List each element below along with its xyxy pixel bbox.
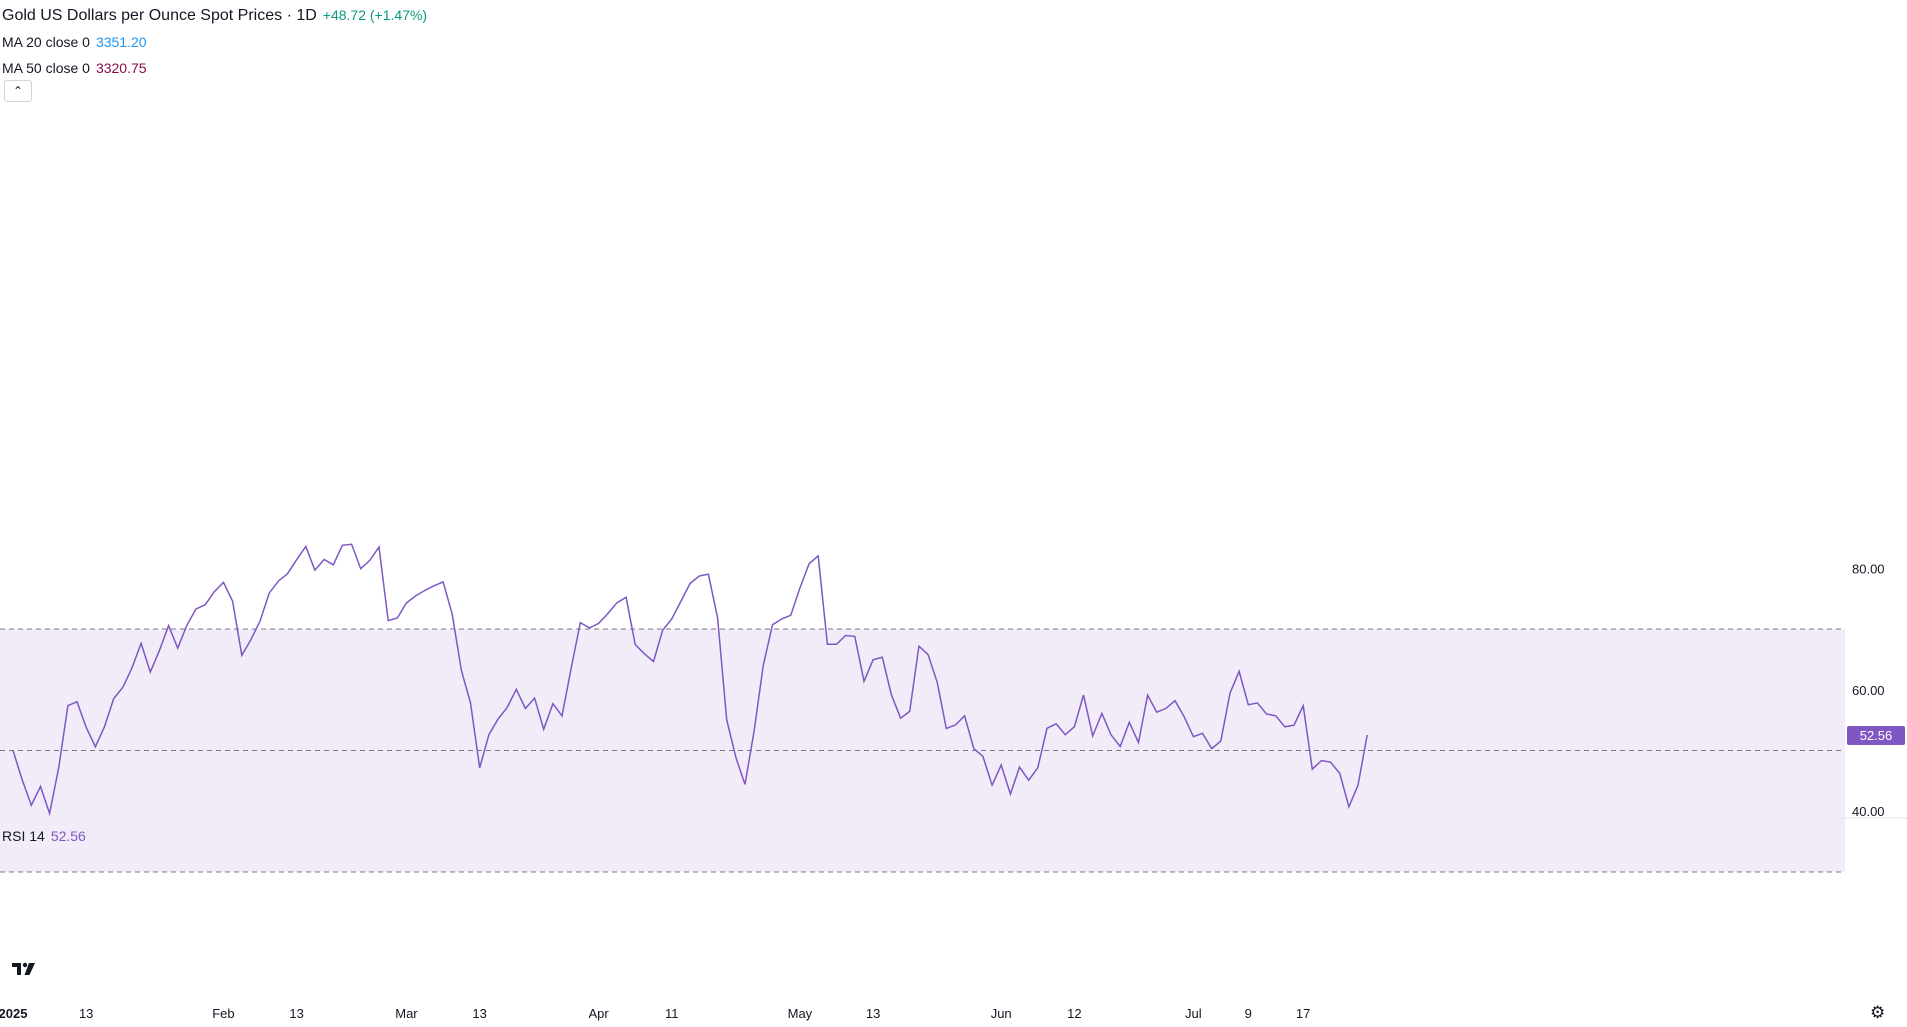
time-tick-label: Jul (1185, 1006, 1202, 1021)
time-tick-label: 13 (866, 1006, 880, 1021)
ma50-value: 3320.75 (95, 60, 147, 76)
rsi-tick-label: 60.00 (1852, 683, 1885, 698)
time-tick-label: 13 (472, 1006, 486, 1021)
price-axis[interactable]: 2550.002600.002650.002700.002750.002800.… (1852, 0, 1899, 819)
rsi-label[interactable]: RSI 14 (2, 828, 45, 844)
price-change: +48.72 (+1.47%) (322, 7, 428, 23)
time-tick-label: Jun (991, 1006, 1012, 1021)
time-tick-label: Apr (588, 1006, 609, 1021)
time-tick-label: Mar (395, 1006, 418, 1021)
time-tick-label: May (788, 1006, 813, 1021)
time-tick-label: 9 (1245, 1006, 1252, 1021)
ma50-label[interactable]: MA 50 close 0 (2, 60, 90, 76)
time-tick-label: 17 (1296, 1006, 1310, 1021)
rsi-pane (0, 543, 1907, 873)
time-tick-label: 12 (1067, 1006, 1081, 1021)
gear-icon[interactable]: ⚙ (1870, 1003, 1886, 1022)
time-axis[interactable]: 2025 13 Feb 13 Mar 13 Apr 11 May 13 Jun 12 Jul 9 17 (0, 1006, 1310, 1021)
rsi-value: 52.56 (50, 828, 86, 844)
ma20-label[interactable]: MA 20 close 0 (2, 34, 90, 50)
price-tag-label: 52.56 (1860, 728, 1893, 743)
rsi-line (12, 543, 1368, 817)
rsi-legend: RSI 14 52.56 (2, 828, 86, 844)
chevron-up-icon[interactable]: ⌃ (4, 80, 32, 102)
price-tag-box (1847, 725, 1905, 745)
symbol-title[interactable]: Gold US Dollars per Ounce Spot Prices · … (2, 7, 317, 24)
time-tick-label: 13 (79, 1006, 93, 1021)
time-tick-label: 2025 (0, 1006, 27, 1021)
rsi-tick-label: 80.00 (1852, 561, 1885, 576)
rsi-tick-label: 40.00 (1852, 804, 1885, 819)
time-tick-label: 13 (289, 1006, 303, 1021)
price-tag: 52.56 (1847, 725, 1905, 745)
ma20-value: 3351.20 (95, 34, 147, 50)
time-tick-label: 11 (665, 1006, 679, 1021)
time-tick-label: Feb (212, 1006, 234, 1021)
tradingview-logo-icon[interactable] (8, 955, 42, 981)
legend: Gold US Dollars per Ounce Spot Prices · … (2, 2, 427, 81)
